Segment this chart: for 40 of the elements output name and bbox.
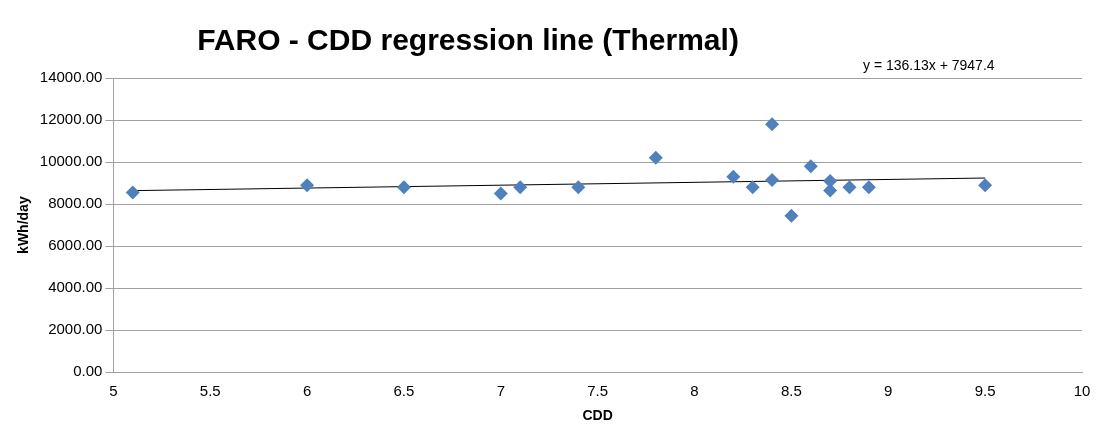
y-tick-label: 14000.00 bbox=[39, 68, 103, 86]
point bbox=[765, 172, 780, 187]
x-tick-label: 7 bbox=[496, 382, 505, 400]
y-axis-title: kWh/day bbox=[15, 196, 32, 254]
y-tick-label: 4000.00 bbox=[48, 278, 103, 296]
point bbox=[803, 159, 818, 174]
y-tick-label: 0.00 bbox=[73, 362, 103, 380]
x-tick-label: 5.5 bbox=[199, 382, 221, 400]
y-tick-label: 12000.00 bbox=[39, 110, 103, 128]
y-tick-label: 2000.00 bbox=[48, 320, 103, 338]
point bbox=[842, 180, 857, 195]
x-tick-label: 9 bbox=[884, 382, 893, 400]
point bbox=[396, 180, 411, 195]
point bbox=[765, 117, 780, 132]
point bbox=[861, 180, 876, 195]
point bbox=[823, 183, 838, 198]
x-tick-label: 7.5 bbox=[587, 382, 609, 400]
text: y = 136.13x + 7947.4 bbox=[863, 57, 995, 73]
y-tick-label: 6000.00 bbox=[48, 236, 103, 254]
x-tick-label: 6.5 bbox=[393, 382, 415, 400]
x-tick-label: 6 bbox=[302, 382, 312, 400]
point bbox=[726, 169, 741, 184]
point bbox=[648, 150, 663, 165]
chart-title: FARO - CDD regression line (Thermal) bbox=[197, 23, 739, 56]
y-tick-label: 8000.00 bbox=[48, 194, 103, 212]
point bbox=[300, 178, 315, 193]
point bbox=[513, 180, 528, 195]
point bbox=[493, 186, 508, 201]
x-tick-label: 8.5 bbox=[780, 382, 802, 400]
x-tick-label: 8 bbox=[690, 382, 699, 400]
point bbox=[784, 208, 799, 223]
point bbox=[978, 178, 993, 193]
x-tick-label: 10 bbox=[1073, 382, 1091, 400]
x-axis-title: CDD bbox=[582, 407, 613, 424]
point bbox=[125, 185, 140, 200]
x-tick-label: 9.5 bbox=[974, 382, 996, 400]
point bbox=[571, 180, 586, 195]
x-tick-label: 5 bbox=[109, 382, 118, 400]
y-tick-label: 10000.00 bbox=[39, 152, 103, 170]
point bbox=[745, 180, 760, 195]
